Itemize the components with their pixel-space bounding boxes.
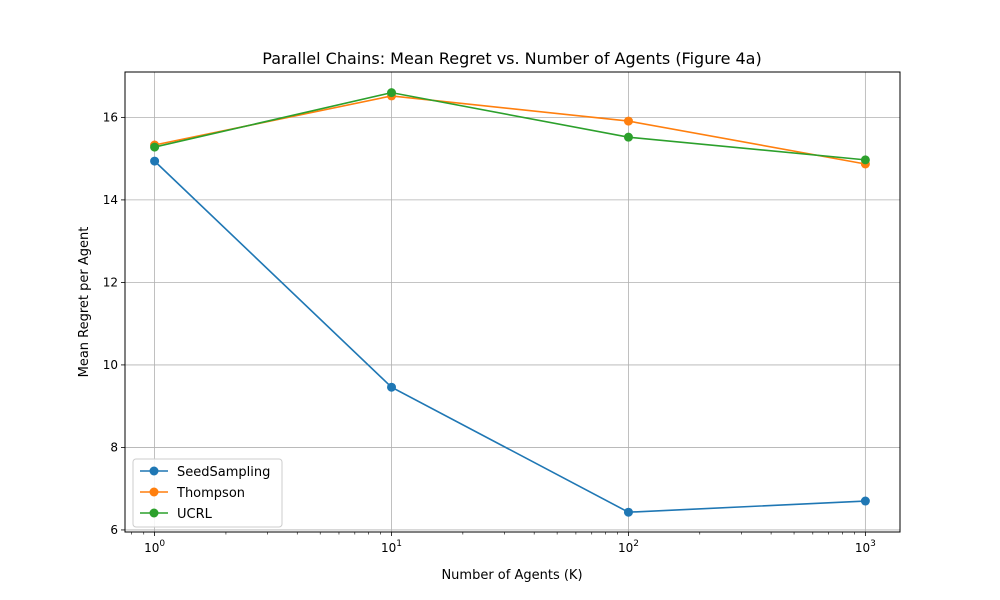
- legend-label-ucrl: UCRL: [177, 507, 213, 522]
- y-tick-label: 14: [103, 193, 118, 207]
- series-line-seedsampling: [154, 160, 866, 514]
- data-point-thompson: [623, 116, 633, 126]
- series-line-thompson: [154, 95, 866, 165]
- x-axis-label: Number of Agents (K): [441, 568, 582, 583]
- legend-marker-seedsampling: [149, 466, 159, 476]
- y-tick-label: 10: [103, 358, 118, 372]
- y-tick-label: 6: [110, 523, 118, 537]
- data-point-seedsampling: [860, 496, 870, 506]
- legend-marker-thompson: [149, 487, 159, 497]
- x-tick-label: 102: [618, 539, 639, 555]
- x-tick-label: 100: [144, 539, 165, 555]
- y-axis-label: Mean Regret per Agent: [77, 227, 92, 378]
- chart-title: Parallel Chains: Mean Regret vs. Number …: [262, 49, 761, 68]
- data-point-seedsampling: [623, 507, 633, 517]
- y-tick-label: 16: [103, 110, 118, 124]
- legend-label-seedsampling: SeedSampling: [177, 465, 270, 480]
- data-point-ucrl: [860, 155, 870, 165]
- legend-marker-ucrl: [149, 508, 159, 518]
- data-point-ucrl: [150, 142, 160, 152]
- plot-series: [150, 88, 870, 517]
- x-tick-label: 101: [381, 539, 402, 555]
- axis-ticks: 100 101 102 103 6 8 10 12 14 16: [103, 110, 876, 555]
- legend-box: [132, 458, 283, 528]
- data-point-ucrl: [623, 132, 633, 142]
- grid: [125, 72, 900, 532]
- legend: SeedSampling Thompson UCRL: [132, 458, 283, 528]
- data-point-seedsampling: [387, 382, 397, 392]
- y-tick-label: 8: [110, 440, 118, 454]
- x-tick-label: 103: [855, 539, 876, 555]
- data-point-seedsampling: [150, 156, 160, 166]
- series-line-ucrl: [154, 91, 866, 161]
- y-tick-label: 12: [103, 275, 118, 289]
- data-point-ucrl: [387, 88, 397, 98]
- legend-label-thompson: Thompson: [176, 486, 245, 501]
- plot-frame: [124, 71, 901, 533]
